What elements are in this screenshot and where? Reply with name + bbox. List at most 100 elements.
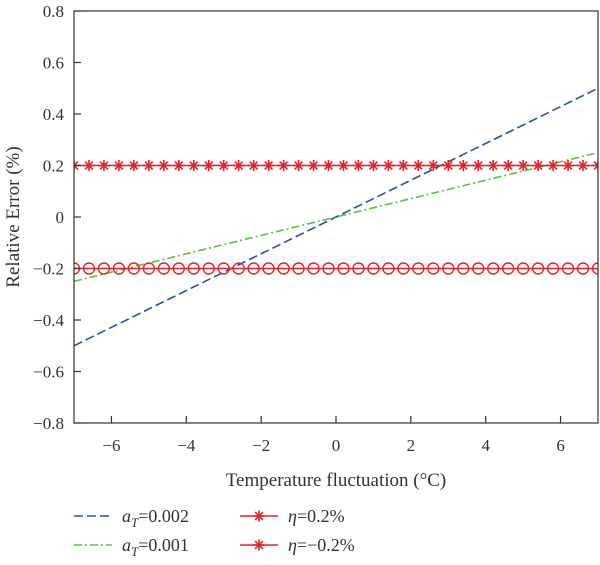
x-axis-title: Temperature fluctuation (°C): [226, 470, 446, 491]
circle-marker: [591, 262, 598, 275]
y-tick-label: −0.6: [33, 363, 64, 382]
x-tick-label: −2: [252, 436, 270, 455]
y-tick-label: −0.8: [33, 414, 64, 433]
series-3: [74, 160, 598, 171]
series-line: [74, 151, 598, 283]
circle-marker: [82, 262, 96, 275]
asterisk-marker: [592, 160, 598, 171]
asterisk-marker: [248, 160, 260, 171]
asterisk-marker: [457, 160, 469, 171]
legend-asterisk-marker: [253, 510, 265, 522]
circle-marker: [337, 262, 350, 275]
series-line: [74, 87, 598, 347]
legend-item: aT=0.002: [74, 506, 189, 530]
legend: aT=0.002 aT=0.001 η=0.2% η=−0.2%: [74, 506, 355, 559]
asterisk-marker: [173, 160, 185, 171]
asterisk-marker: [397, 160, 409, 171]
asterisk-marker: [218, 160, 230, 171]
circle-marker: [397, 262, 410, 275]
y-tick-label: −0.2: [33, 260, 64, 279]
circle-marker: [172, 262, 186, 275]
x-tick-label: 6: [556, 436, 565, 455]
asterisk-marker: [293, 160, 305, 171]
circle-marker: [187, 262, 200, 275]
circle-marker: [277, 262, 290, 275]
x-tick-label: −4: [177, 436, 196, 455]
legend-item: aT=0.001: [74, 535, 189, 559]
asterisk-marker: [203, 160, 215, 171]
circle-marker: [232, 262, 245, 275]
circle-marker: [487, 262, 500, 275]
asterisk-marker: [532, 160, 544, 171]
x-tick-label: −6: [102, 436, 120, 455]
series-2: [74, 151, 598, 283]
asterisk-marker: [233, 160, 245, 171]
legend-item: η=0.2%: [240, 506, 345, 526]
legend-label: η=−0.2%: [288, 535, 355, 555]
y-tick-label: −0.4: [33, 311, 64, 330]
asterisk-marker: [427, 160, 439, 171]
ticks-layer: −6 −4 −2 0 2 4 6 −0.8 −0.6 −0.4 −0.2 0 0.2 0.4 0.6 0.8: [33, 2, 565, 455]
asterisk-marker: [308, 160, 320, 171]
asterisk-marker: [263, 160, 275, 171]
asterisk-marker: [412, 160, 424, 171]
circle-marker: [217, 262, 230, 275]
asterisk-marker: [577, 160, 589, 171]
y-axis-title: Relative Error (%): [3, 146, 24, 287]
circle-marker: [516, 262, 530, 275]
legend-item: η=−0.2%: [240, 535, 355, 555]
circle-marker: [412, 262, 425, 275]
circle-marker: [157, 262, 171, 275]
legend-label: η=0.2%: [288, 506, 345, 526]
circle-marker: [472, 262, 485, 275]
asterisk-marker: [517, 160, 529, 171]
circle-marker: [576, 262, 590, 275]
circle-marker: [292, 262, 305, 275]
circle-marker: [322, 262, 335, 275]
circle-marker: [142, 262, 156, 275]
asterisk-marker: [113, 160, 125, 171]
asterisk-marker: [367, 160, 379, 171]
y-tick-label: 0.4: [43, 105, 65, 124]
circle-marker: [247, 262, 260, 275]
x-tick-label: 2: [407, 436, 416, 455]
y-tick-label: 0.6: [43, 54, 64, 73]
x-tick-label: 0: [332, 436, 341, 455]
asterisk-marker: [442, 160, 454, 171]
legend-label: aT=0.001: [122, 535, 189, 559]
circle-marker: [442, 262, 455, 275]
y-tick-label: 0.8: [43, 2, 64, 21]
asterisk-marker: [487, 160, 499, 171]
y-tick-label: 0: [56, 208, 65, 227]
y-tick-label: 0.2: [43, 157, 64, 176]
circle-marker: [97, 262, 111, 275]
circle-marker: [382, 262, 395, 275]
asterisk-marker: [323, 160, 335, 171]
asterisk-marker: [382, 160, 394, 171]
asterisk-marker: [337, 160, 349, 171]
asterisk-marker: [83, 160, 95, 171]
series-4: [74, 262, 598, 275]
circle-marker: [127, 262, 141, 275]
asterisk-marker: [278, 160, 290, 171]
legend-asterisk-marker: [253, 539, 265, 551]
circle-marker: [457, 262, 470, 275]
circle-marker: [262, 262, 275, 275]
circle-marker: [202, 262, 215, 275]
circle-marker: [427, 262, 440, 275]
asterisk-marker: [547, 160, 559, 171]
asterisk-marker: [472, 160, 484, 171]
circle-marker: [501, 262, 515, 275]
asterisk-marker: [562, 160, 574, 171]
asterisk-marker: [352, 160, 364, 171]
asterisk-marker: [143, 160, 155, 171]
circle-marker: [367, 262, 380, 275]
circle-marker: [307, 262, 320, 275]
legend-label: aT=0.002: [122, 506, 189, 530]
circle-marker: [352, 262, 365, 275]
x-tick-label: 4: [481, 436, 490, 455]
circle-marker: [112, 262, 126, 275]
circle-marker: [546, 262, 560, 275]
series-layer: [74, 87, 598, 347]
